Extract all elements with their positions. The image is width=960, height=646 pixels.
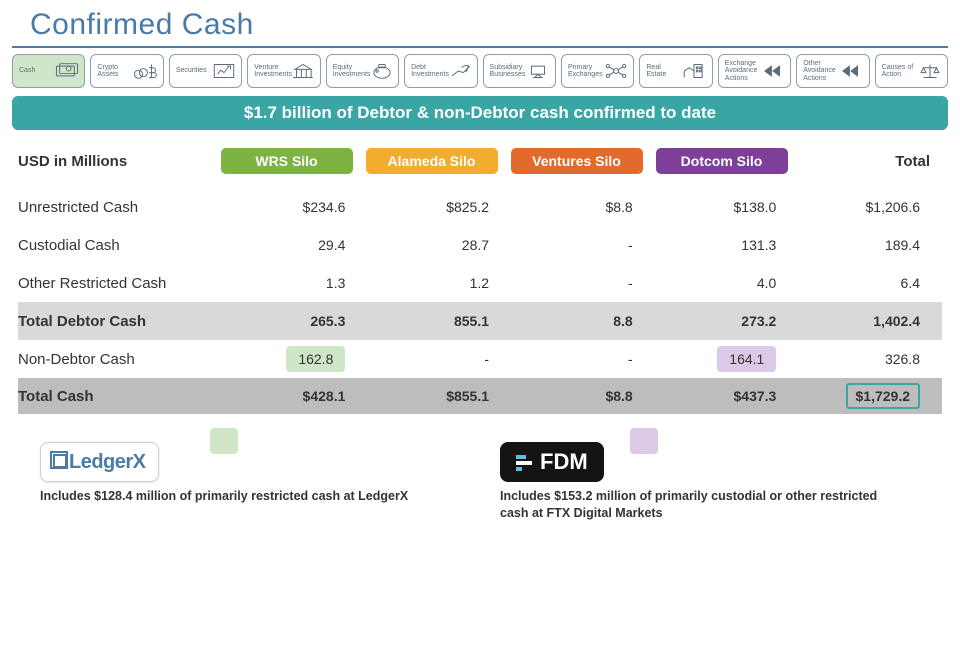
cell: 1.2: [367, 275, 511, 291]
cell: 265.3: [224, 313, 368, 329]
cell: 164.1: [655, 351, 799, 367]
cash-table: USD in Millions WRS Silo Alameda Silo Ve…: [0, 148, 960, 414]
debt-icon: [447, 60, 473, 82]
cell: 326.8: [798, 351, 942, 367]
footnotes: LedgerX Includes $128.4 million of prima…: [0, 414, 960, 522]
cell: -: [511, 275, 655, 291]
footnote-text: Includes $128.4 million of primarily res…: [40, 488, 440, 505]
cell: $8.8: [511, 199, 655, 215]
cell: $1,729.2: [798, 388, 942, 404]
row-label: Other Restricted Cash: [18, 275, 224, 292]
tab-subsidiary[interactable]: Subsidiary Businesses: [483, 54, 556, 88]
cell: 28.7: [367, 237, 511, 253]
venture-icon: [290, 60, 316, 82]
securities-icon: [210, 60, 237, 82]
tab-label: Cash: [17, 67, 54, 74]
tab-equity[interactable]: Equity Investments: [326, 54, 399, 88]
avoid2-icon: [838, 60, 865, 82]
realestate-icon: [681, 60, 708, 82]
table-row: Non-Debtor Cash162.8--164.1326.8: [18, 340, 942, 378]
tab-avoid2[interactable]: Other Avoidance Actions: [796, 54, 869, 88]
summary-banner: $1.7 billion of Debtor & non-Debtor cash…: [12, 96, 948, 130]
row-label: Custodial Cash: [18, 237, 224, 254]
cell: $1,206.6: [798, 199, 942, 215]
cell: $8.8: [511, 388, 655, 404]
cell: -: [511, 351, 655, 367]
tab-label: Equity Investments: [331, 64, 369, 79]
tab-exchanges[interactable]: Primary Exchanges: [561, 54, 634, 88]
tab-securities[interactable]: Securities: [169, 54, 242, 88]
tab-label: Primary Exchanges: [566, 64, 603, 79]
tab-label: Debt Investments: [409, 64, 447, 79]
cell: $428.1: [224, 388, 368, 404]
ledgerx-logo: LedgerX: [40, 442, 159, 482]
tab-label: Crypto Assets: [95, 64, 132, 79]
subsidiary-icon: [525, 60, 551, 82]
silo-header: WRS Silo: [221, 148, 366, 174]
cell: -: [511, 237, 655, 253]
tab-crypto[interactable]: Crypto Assets: [90, 54, 163, 88]
footnote: FDM Includes $153.2 million of primarily…: [500, 442, 900, 522]
table-row: Unrestricted Cash$234.6$825.2$8.8$138.0$…: [18, 188, 942, 226]
cell: $234.6: [224, 199, 368, 215]
crypto-icon: [132, 60, 159, 82]
row-label: Unrestricted Cash: [18, 199, 224, 216]
footnote-swatch: [210, 428, 238, 454]
row-label: Total Debtor Cash: [18, 313, 224, 330]
table-row: Total Cash$428.1$855.1$8.8$437.3$1,729.2: [18, 378, 942, 414]
tab-label: Real Estate: [644, 64, 681, 79]
cell: 1,402.4: [798, 313, 942, 329]
tab-cash[interactable]: Cash: [12, 54, 85, 88]
category-tabs: Cash Crypto Assets Securities Venture In…: [0, 54, 960, 88]
cell: $855.1: [367, 388, 511, 404]
cell: -: [367, 351, 511, 367]
cash-icon: [54, 60, 81, 82]
tab-label: Securities: [174, 67, 211, 74]
tab-causes[interactable]: Causes of Action: [875, 54, 948, 88]
footnote-text: Includes $153.2 million of primarily cus…: [500, 488, 900, 522]
row-label: Non-Debtor Cash: [18, 351, 224, 368]
tab-avoid1[interactable]: Exchange Avoidance Actions: [718, 54, 791, 88]
table-row: Other Restricted Cash1.31.2-4.06.4: [18, 264, 942, 302]
units-label: USD in Millions: [18, 153, 221, 170]
tab-label: Other Avoidance Actions: [801, 60, 838, 82]
table-row: Total Debtor Cash265.3855.18.8273.21,402…: [18, 302, 942, 340]
cell: 6.4: [798, 275, 942, 291]
row-label: Total Cash: [18, 388, 224, 405]
avoid1-icon: [759, 60, 786, 82]
tab-label: Venture Investments: [252, 64, 290, 79]
tab-label: Causes of Action: [880, 64, 917, 79]
cell: 855.1: [367, 313, 511, 329]
silo-header: Ventures Silo: [511, 148, 656, 174]
tab-debt[interactable]: Debt Investments: [404, 54, 477, 88]
tab-label: Subsidiary Businesses: [488, 64, 526, 79]
cell: 29.4: [224, 237, 368, 253]
footnote-swatch: [630, 428, 658, 454]
cell: $138.0: [655, 199, 799, 215]
page-title: Confirmed Cash: [12, 0, 948, 48]
cell: $437.3: [655, 388, 799, 404]
cell: 4.0: [655, 275, 799, 291]
cell: $825.2: [367, 199, 511, 215]
cell: 273.2: [655, 313, 799, 329]
cell: 1.3: [224, 275, 368, 291]
footnote: LedgerX Includes $128.4 million of prima…: [40, 442, 440, 522]
tab-realestate[interactable]: Real Estate: [639, 54, 712, 88]
tab-venture[interactable]: Venture Investments: [247, 54, 320, 88]
tab-label: Exchange Avoidance Actions: [723, 60, 760, 82]
exchanges-icon: [603, 60, 630, 82]
cell: 8.8: [511, 313, 655, 329]
equity-icon: [369, 60, 395, 82]
cell: 189.4: [798, 237, 942, 253]
fdm-logo: FDM: [500, 442, 604, 482]
cell: 162.8: [224, 351, 368, 367]
cell: 131.3: [655, 237, 799, 253]
total-header: Total: [801, 153, 942, 170]
silo-header: Alameda Silo: [366, 148, 511, 174]
silo-header: Dotcom Silo: [656, 148, 801, 174]
causes-icon: [916, 60, 943, 82]
table-row: Custodial Cash29.428.7-131.3189.4: [18, 226, 942, 264]
